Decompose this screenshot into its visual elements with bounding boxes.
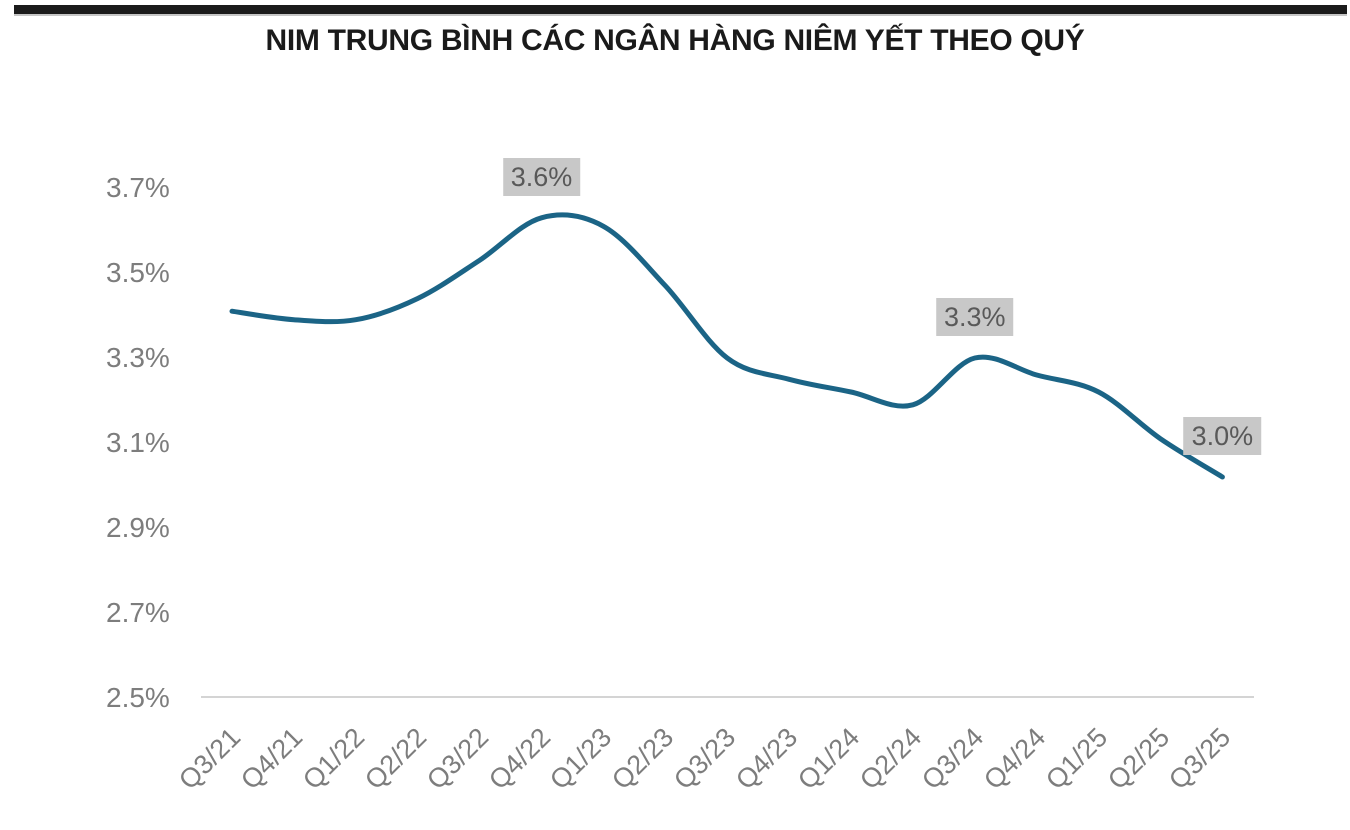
y-axis-tick-label: 2.5% [106, 682, 170, 713]
y-axis-tick-label: 2.9% [106, 512, 170, 543]
x-axis-line [201, 696, 1254, 698]
y-axis-tick-label: 3.1% [106, 427, 170, 458]
y-axis-tick-label: 3.7% [106, 172, 170, 203]
data-label: 3.6% [502, 157, 581, 196]
y-axis-tick-label: 2.7% [106, 597, 170, 628]
y-axis-tick-label: 3.3% [106, 342, 170, 373]
nim-line-series [229, 212, 1225, 480]
chart-title: NIM TRUNG BÌNH CÁC NGÂN HÀNG NIÊM YẾT TH… [265, 24, 1085, 57]
data-label: 3.3% [936, 298, 1014, 336]
top-accent-bar [14, 5, 1347, 16]
y-axis-tick-label: 3.5% [106, 257, 170, 288]
data-label: 3.0% [1183, 417, 1262, 455]
